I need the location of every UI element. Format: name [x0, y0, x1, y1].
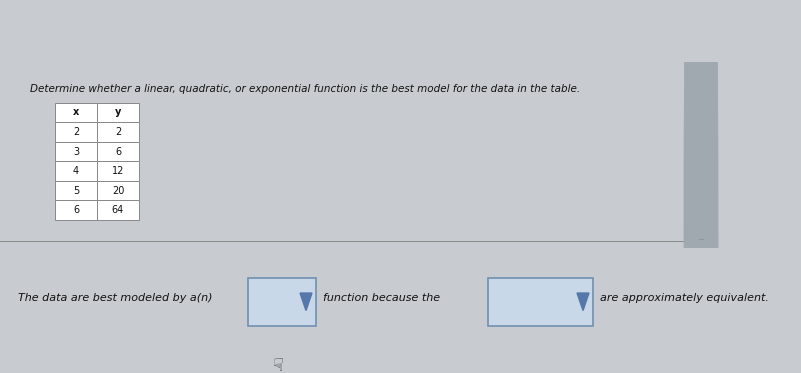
Bar — [55, 103, 97, 122]
Text: 6: 6 — [73, 205, 79, 215]
Bar — [97, 122, 139, 142]
Bar — [55, 161, 97, 181]
Text: 3: 3 — [73, 147, 79, 157]
Text: 2: 2 — [115, 127, 121, 137]
Text: 2: 2 — [73, 127, 79, 137]
Text: 64: 64 — [112, 205, 124, 215]
Polygon shape — [300, 293, 312, 310]
Bar — [55, 122, 97, 142]
Bar — [248, 278, 316, 326]
Text: x: x — [73, 107, 79, 117]
Text: ···: ··· — [698, 238, 704, 242]
FancyBboxPatch shape — [684, 47, 718, 373]
Text: 4: 4 — [73, 166, 79, 176]
Bar — [55, 181, 97, 200]
Text: ☟: ☟ — [272, 357, 284, 373]
Polygon shape — [577, 293, 589, 310]
Bar — [97, 103, 139, 122]
Text: y: y — [115, 107, 121, 117]
Bar — [97, 161, 139, 181]
Text: The data are best modeled by a(n): The data are best modeled by a(n) — [18, 293, 212, 303]
Text: 5: 5 — [73, 186, 79, 196]
Bar — [97, 201, 139, 220]
Text: function because the: function because the — [323, 293, 440, 303]
Text: Determine whether a linear, quadratic, or exponential function is the best model: Determine whether a linear, quadratic, o… — [30, 84, 580, 94]
Text: are approximately equivalent.: are approximately equivalent. — [600, 293, 769, 303]
Bar — [97, 142, 139, 161]
Text: 20: 20 — [112, 186, 124, 196]
Bar — [55, 142, 97, 161]
Text: 12: 12 — [112, 166, 124, 176]
Bar — [488, 278, 593, 326]
Text: 6: 6 — [115, 147, 121, 157]
Bar — [97, 181, 139, 200]
Bar — [55, 201, 97, 220]
